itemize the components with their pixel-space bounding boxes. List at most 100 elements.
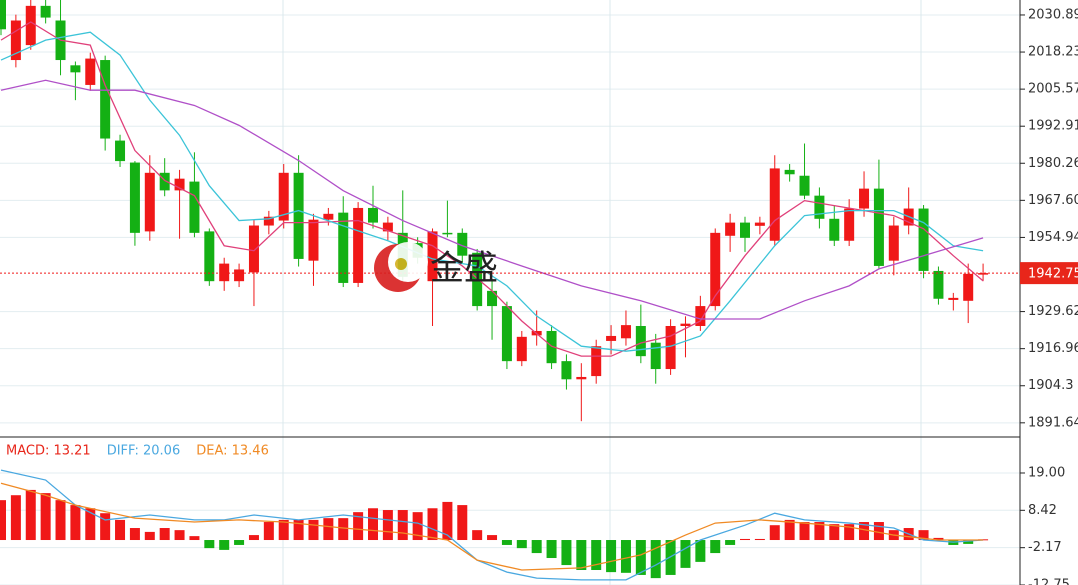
macd-bar — [754, 538, 765, 541]
candle-body — [338, 212, 349, 283]
grid — [0, 14, 1020, 585]
macd-bar — [55, 500, 66, 541]
candle-body — [888, 225, 899, 261]
macd-bar — [70, 505, 81, 541]
candle-body — [620, 325, 631, 339]
macd-bar — [576, 540, 587, 571]
macd-bar — [10, 495, 21, 541]
macd-bar — [159, 528, 170, 541]
macd-bar — [561, 540, 572, 566]
candle-body — [591, 346, 602, 377]
y-tick-label: 1904.3 — [1028, 378, 1074, 393]
candle-body — [368, 207, 378, 223]
candle-body — [859, 188, 870, 209]
macd-bar — [844, 524, 855, 541]
candle-body — [606, 335, 617, 341]
macd-bar — [412, 512, 423, 541]
candle-body — [754, 222, 765, 226]
candle-body — [576, 376, 587, 380]
macd-bar — [442, 501, 453, 541]
candle-body — [487, 290, 498, 307]
candle-body — [144, 172, 155, 232]
last-price-box — [1020, 262, 1078, 285]
macd-bar — [620, 540, 631, 573]
macd-bar — [219, 540, 230, 550]
candle-body — [70, 65, 81, 73]
candle-body — [769, 168, 780, 241]
candle-body — [501, 306, 512, 362]
candle-body — [561, 361, 572, 380]
macd-bar — [963, 540, 974, 544]
candle-body — [472, 252, 483, 307]
y-tick-label: 1916.96 — [1028, 341, 1078, 356]
macd-bar — [397, 510, 408, 541]
candle-body — [353, 207, 364, 283]
candle-body — [978, 273, 989, 275]
candle-body — [844, 208, 855, 241]
macd-bar — [591, 540, 602, 571]
y-tick-label: 2030.89 — [1028, 7, 1078, 22]
watermark-text: 金盛 — [430, 249, 498, 289]
macd-bar — [115, 519, 126, 541]
candle-body — [427, 231, 438, 282]
candle-body — [680, 323, 691, 326]
legend-entry: DEA: 13.46 — [196, 444, 269, 459]
macd-line — [0, 482, 984, 571]
logo-cut — [388, 242, 428, 282]
candle-body — [516, 336, 527, 362]
macd-bar — [665, 540, 676, 575]
candle-body — [293, 172, 304, 259]
y-tick-label: 1992.91 — [1028, 119, 1078, 134]
macd-bar — [680, 540, 691, 568]
y-tick-label: 1891.64 — [1028, 415, 1078, 430]
candle-body — [725, 222, 736, 236]
legend-entry: DIFF: 20.06 — [107, 444, 181, 459]
legend-entry: MACD: 13.21 — [6, 444, 91, 459]
candle-body — [457, 232, 468, 256]
macd-bar — [382, 510, 393, 541]
candle-body — [0, 0, 6, 30]
candle-body — [695, 306, 706, 326]
macd-bar — [234, 540, 245, 545]
macd-bar — [338, 518, 349, 541]
y-tick-label: 1954.94 — [1028, 230, 1078, 245]
candle-body — [85, 58, 96, 85]
macd-bar — [873, 522, 884, 541]
macd-bar — [740, 538, 750, 541]
macd-bar — [472, 530, 483, 541]
candle-body — [263, 216, 274, 226]
y-tick-label: 2005.57 — [1028, 82, 1078, 97]
macd-bar — [829, 524, 840, 541]
y-tick-label: 1980.26 — [1028, 156, 1078, 171]
candle-body — [799, 175, 810, 196]
macd-bar — [368, 508, 378, 541]
macd-bar — [144, 531, 155, 541]
macd-bar — [85, 508, 96, 541]
candle-body — [665, 325, 676, 370]
macd-bar — [427, 508, 438, 541]
candle-body — [650, 342, 661, 370]
candle-body — [10, 20, 21, 61]
last-price-label: 1942.75 — [1028, 267, 1078, 282]
candle-body — [40, 5, 51, 18]
macd-bar — [650, 540, 661, 579]
macd-line — [0, 469, 984, 581]
macd-bar — [799, 522, 810, 541]
candle-body — [963, 273, 974, 301]
macd-bar — [695, 540, 706, 562]
candle-body — [219, 263, 230, 282]
y-tick-label: 1929.62 — [1028, 304, 1078, 319]
moving-average — [0, 21, 984, 357]
macd-bar — [487, 535, 498, 541]
macd-bar — [0, 500, 6, 541]
candle-body — [740, 222, 750, 238]
candle-body — [323, 213, 334, 220]
candle-body — [635, 325, 646, 357]
candle-body — [159, 172, 170, 191]
macd-bar — [606, 540, 617, 573]
y-tick-label: -2.17 — [1028, 540, 1062, 555]
macd-bar — [546, 540, 557, 559]
candle-body — [278, 172, 289, 221]
macd-bar — [308, 519, 319, 541]
